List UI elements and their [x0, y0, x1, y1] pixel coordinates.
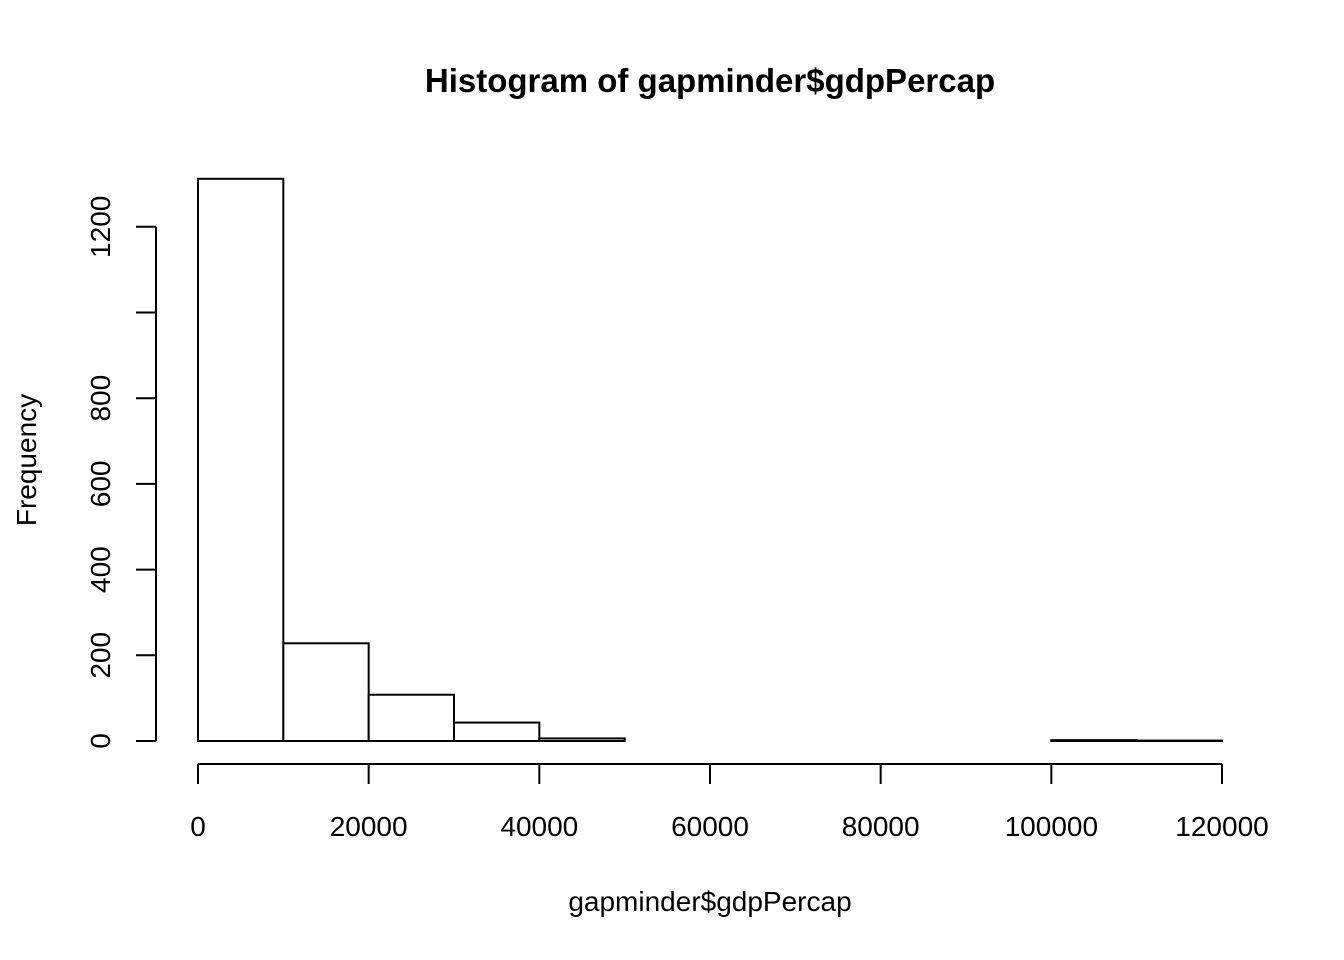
chart-title: Histogram of gapminder$gdpPercap [425, 62, 995, 99]
x-axis: 0 20000 40000 60000 80000 100000 120000 [190, 763, 1269, 842]
x-tick-label: 60000 [671, 811, 749, 842]
x-tick-label: 20000 [330, 811, 408, 842]
histogram-bars [197, 177, 1223, 743]
histogram-bar [538, 737, 626, 743]
y-axis: 0 200 400 600 800 1200 [85, 196, 157, 749]
x-tick-label: 40000 [500, 811, 578, 842]
y-tick-label: 400 [85, 546, 116, 593]
y-tick-label: 200 [85, 632, 116, 679]
x-tick-label: 0 [190, 811, 206, 842]
x-tick-label: 100000 [1005, 811, 1098, 842]
x-tick-label: 120000 [1175, 811, 1268, 842]
x-axis-title: gapminder$gdpPercap [568, 886, 851, 917]
histogram-bar [367, 693, 455, 742]
y-tick-label: 1200 [85, 196, 116, 258]
histogram-bar [197, 177, 285, 743]
histogram-bar [282, 642, 370, 742]
y-axis-title: Frequency [11, 394, 42, 526]
y-tick-label: 0 [85, 733, 116, 749]
histogram-bar [1050, 739, 1138, 743]
x-tick-label: 80000 [842, 811, 920, 842]
histogram-bar [453, 721, 541, 743]
y-tick-label: 600 [85, 461, 116, 508]
y-tick-label: 800 [85, 375, 116, 422]
